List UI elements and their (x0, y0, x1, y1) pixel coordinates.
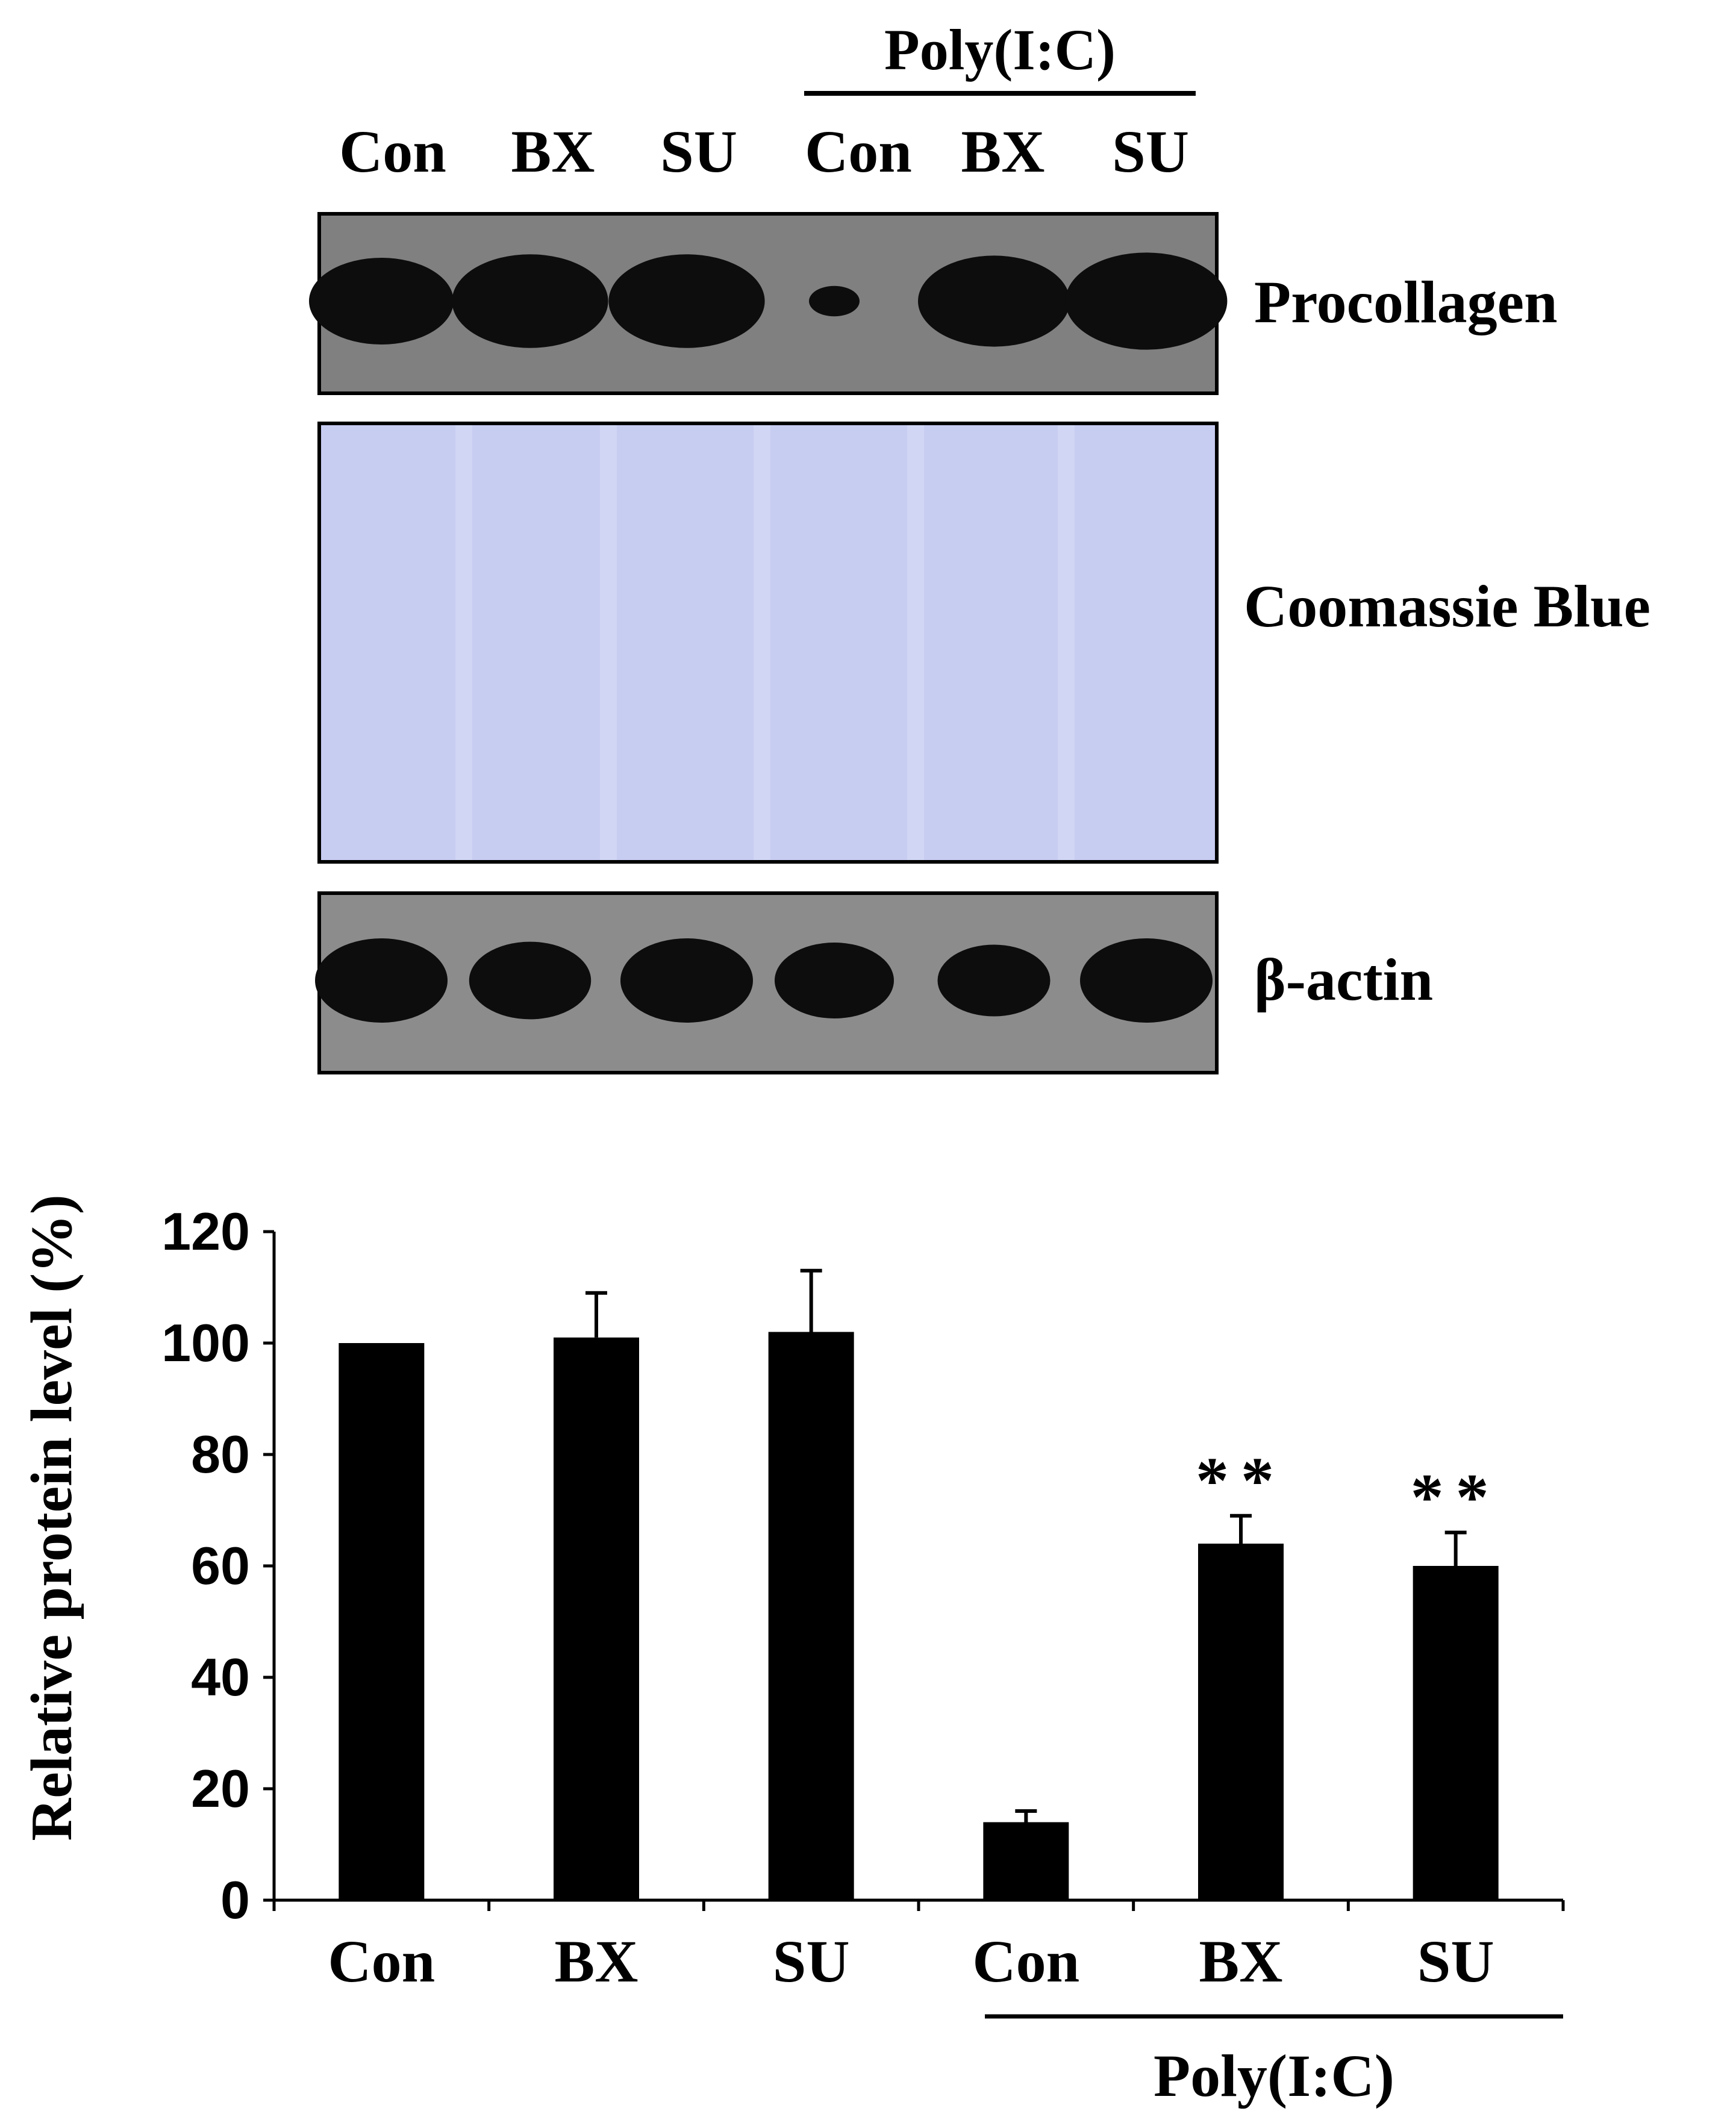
lane-label: BX (511, 118, 595, 185)
beta-actin-blot (315, 891, 1219, 1074)
bar (1198, 1544, 1284, 1900)
beta-actin-band (1080, 938, 1213, 1023)
coomassie-lane-gap (1058, 425, 1075, 860)
significance-mark: ** (1196, 1444, 1286, 1517)
lane-label: BX (961, 118, 1045, 185)
category-label: BX (1199, 1928, 1283, 1995)
blot-header: Poly(I:C) Con BX SU Con BX SU (339, 17, 1196, 185)
category-label: SU (773, 1928, 850, 1995)
beta-actin-label: β-actin (1254, 946, 1433, 1013)
y-tick-label: 0 (220, 1870, 250, 1930)
bar (554, 1337, 639, 1900)
y-tick-label: 120 (161, 1202, 250, 1261)
coomassie-lane-streaks (455, 425, 1075, 860)
y-axis-label: Relative protein level (%) (19, 1194, 84, 1841)
y-tick-label: 100 (161, 1313, 250, 1373)
lane-labels: Con BX SU Con BX SU (339, 118, 1189, 185)
bar (339, 1343, 425, 1900)
y-ticks: 0 20 40 60 80 100 120 (161, 1202, 274, 1930)
bar (983, 1822, 1069, 1900)
bar (1413, 1566, 1499, 1900)
procollagen-band (918, 255, 1070, 347)
coomassie-blot (317, 422, 1219, 864)
lane-label: Con (805, 118, 912, 185)
procollagen-label: Procollagen (1254, 269, 1558, 335)
significance-mark: ** (1411, 1461, 1501, 1534)
category-label: BX (555, 1928, 639, 1995)
lane-label: SU (660, 118, 737, 185)
coomassie-lane-gap (754, 425, 770, 860)
procollagen-band (452, 254, 608, 348)
y-tick-label: 20 (191, 1759, 250, 1818)
significance-marks: ** ** (1196, 1444, 1501, 1534)
y-tick-label: 80 (191, 1424, 250, 1484)
procollagen-band (809, 285, 860, 317)
y-tick-label: 40 (191, 1647, 250, 1707)
procollagen-band (309, 258, 454, 344)
lane-label: SU (1112, 118, 1189, 185)
beta-actin-band (937, 944, 1051, 1017)
category-label: SU (1417, 1928, 1494, 1995)
treatment-label-top: Poly(I:C) (884, 17, 1116, 82)
lane-label: Con (339, 118, 446, 185)
category-label: Con (972, 1928, 1079, 1995)
x-ticks (272, 1900, 1565, 1911)
bars (339, 1332, 1499, 1900)
procollagen-band (1065, 252, 1228, 350)
beta-actin-band (620, 938, 753, 1023)
category-labels: Con BX SU Con BX SU (328, 1928, 1494, 1995)
beta-actin-band (775, 943, 894, 1018)
bar (768, 1332, 854, 1900)
beta-actin-band (469, 941, 592, 1020)
coomassie-lane-gap (455, 425, 472, 860)
y-tick-label: 60 (191, 1536, 250, 1595)
coomassie-lane-gap (600, 425, 617, 860)
procollagen-blot (309, 212, 1228, 395)
beta-actin-bands (315, 938, 1213, 1023)
beta-actin-band (315, 938, 448, 1023)
category-label: Con (328, 1928, 435, 1995)
coomassie-lane-gap (907, 425, 924, 860)
procollagen-band (608, 254, 765, 348)
coomassie-label: Coomassie Blue (1244, 573, 1650, 640)
bar-chart: Relative protein level (%) 0 20 40 60 80 100 1… (19, 1194, 1565, 2109)
group-label: Poly(I:C) (1154, 2042, 1394, 2109)
procollagen-bands (309, 252, 1228, 350)
error-bars (585, 1268, 1467, 1822)
